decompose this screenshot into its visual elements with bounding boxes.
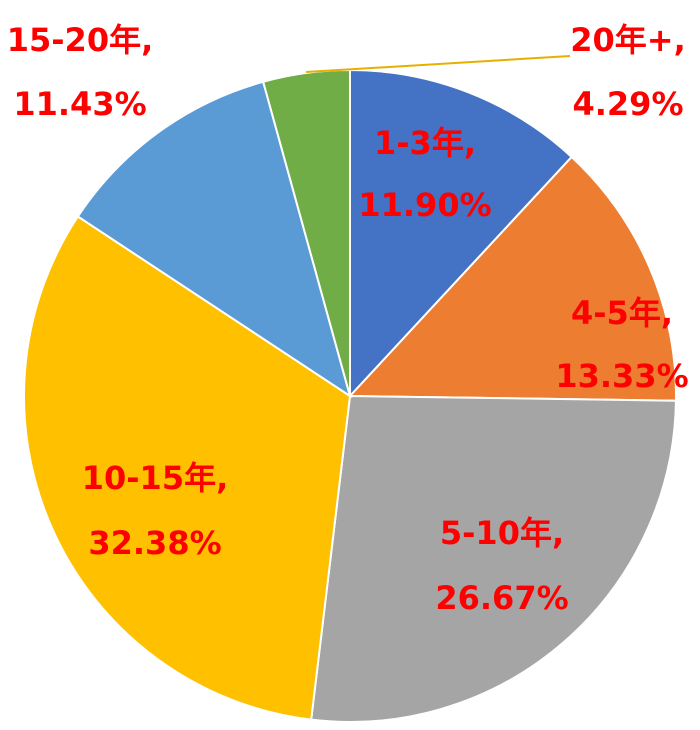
value-label: 11.90%	[358, 186, 491, 224]
category-label: 5-10年,	[440, 514, 564, 552]
category-label: 1-3年,	[374, 124, 476, 162]
category-label: 20年+,	[570, 21, 686, 59]
slices	[23, 68, 677, 723]
category-label: 10-15年,	[82, 459, 229, 497]
value-label: 4.29%	[572, 85, 683, 123]
value-label: 26.67%	[435, 579, 568, 617]
slice	[347, 155, 677, 402]
category-label: 4-5年,	[571, 294, 673, 332]
value-label: 13.33%	[555, 357, 688, 395]
category-label: 15-20年,	[7, 21, 154, 59]
slice	[310, 394, 677, 723]
slice	[349, 68, 574, 399]
leader-line	[305, 55, 571, 73]
value-label: 11.43%	[13, 85, 146, 123]
value-label: 32.38%	[88, 524, 221, 562]
slice	[76, 80, 352, 399]
